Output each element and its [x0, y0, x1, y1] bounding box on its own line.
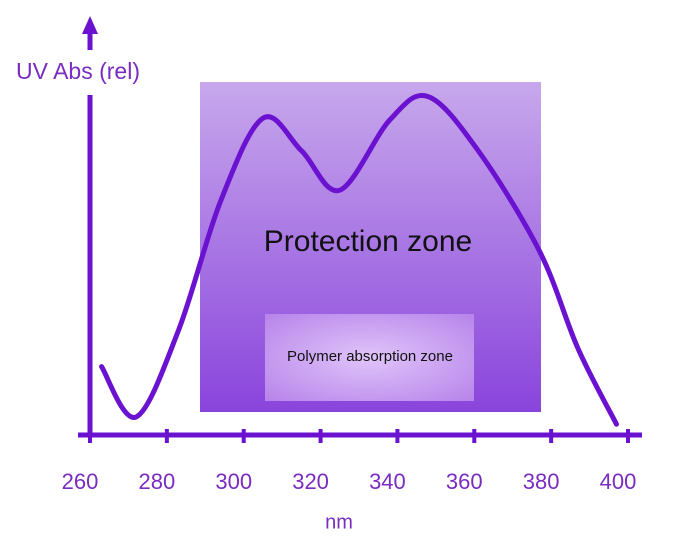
x-tick-label: 380 — [523, 469, 560, 494]
zone-label: Protection zone — [264, 225, 472, 258]
x-tick-label: 300 — [215, 469, 252, 494]
x-tick-label: 340 — [369, 469, 406, 494]
zone-label: Polymer absorption zone — [287, 348, 453, 365]
x-tick-label: 400 — [600, 469, 637, 494]
polymer-zone — [265, 314, 474, 401]
x-axis-label: nm — [325, 511, 353, 533]
curve — [99, 93, 619, 427]
y-axis-label: UV Abs (rel) — [16, 58, 140, 84]
x-tick-label: 360 — [446, 469, 483, 494]
x-tick-label: 260 — [62, 469, 99, 494]
axis-arrow — [82, 16, 98, 34]
x-tick-label: 280 — [138, 469, 175, 494]
x-tick-label: 320 — [292, 469, 329, 494]
